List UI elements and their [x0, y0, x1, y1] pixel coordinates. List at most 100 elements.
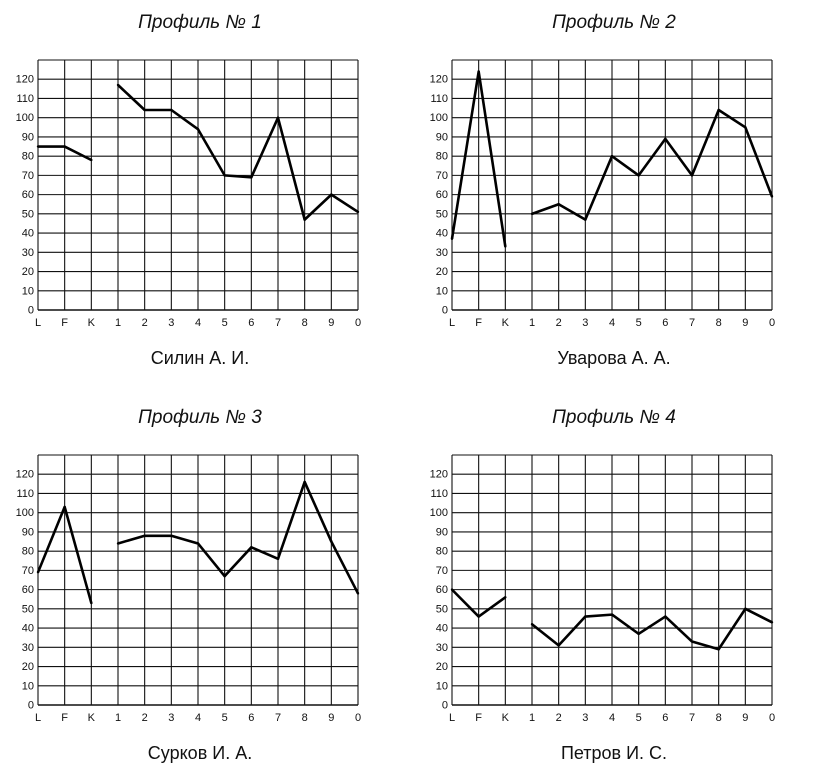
series-line — [117, 84, 359, 221]
x-tick-label: 4 — [609, 712, 615, 724]
profile-panel-3: Профиль № 3 0 10 20 30 40 50 60 70 80 90 100 110 120… — [0, 395, 400, 780]
x-tick-label: 0 — [769, 712, 775, 724]
y-tick-label: 90 — [436, 131, 448, 143]
x-tick-label: 1 — [115, 712, 121, 724]
y-tick-label: 50 — [22, 603, 34, 615]
person-name: Силин А. И. — [150, 348, 250, 368]
y-tick-label: 120 — [430, 74, 448, 86]
y-tick-label: 90 — [436, 526, 448, 538]
x-tick-label: 1 — [529, 317, 535, 329]
x-tick-label: 9 — [328, 712, 334, 724]
person-name: Сурков И. А. — [147, 743, 253, 763]
x-tick-label: F — [61, 317, 68, 329]
y-tick-label: 80 — [22, 546, 34, 558]
y-tick-label: 80 — [22, 151, 34, 163]
x-tick-label: 5 — [636, 317, 642, 329]
x-tick-label: 1 — [529, 712, 535, 724]
person-name: Уварова А. А. — [557, 348, 671, 368]
x-tick-label: 8 — [716, 317, 722, 329]
y-tick-label: 20 — [22, 266, 34, 278]
y-tick-label: 100 — [430, 112, 448, 124]
y-tick-label: 30 — [436, 642, 448, 654]
y-tick-label: 80 — [436, 546, 448, 558]
y-tick-label: 40 — [22, 228, 34, 240]
x-tick-label: K — [502, 317, 510, 329]
series-line — [531, 607, 773, 651]
x-tick-label: 8 — [302, 317, 308, 329]
x-tick-label: 7 — [275, 317, 281, 329]
x-tick-label: 0 — [769, 317, 775, 329]
y-tick-label: 110 — [16, 93, 34, 105]
x-tick-label: L — [449, 317, 455, 329]
y-tick-label: 40 — [22, 623, 34, 635]
x-tick-label: 3 — [168, 712, 174, 724]
series-line — [38, 145, 92, 162]
chart-title: Профиль № 1 — [138, 12, 262, 33]
y-tick-label: 120 — [16, 469, 34, 481]
y-tick-label: 0 — [442, 700, 448, 712]
series-line — [451, 588, 507, 618]
y-tick-label: 0 — [28, 305, 34, 317]
chart-title: Профиль № 3 — [138, 407, 262, 428]
y-tick-label: 60 — [436, 189, 448, 201]
y-tick-label: 110 — [430, 93, 448, 105]
y-tick-label: 100 — [16, 112, 34, 124]
y-tick-label: 40 — [436, 623, 448, 635]
x-tick-label: F — [475, 317, 482, 329]
y-tick-label: 30 — [22, 642, 34, 654]
y-tick-label: 60 — [22, 189, 34, 201]
chart-title: Профиль № 2 — [552, 12, 676, 33]
x-tick-label: L — [35, 317, 41, 329]
y-tick-label: 80 — [436, 151, 448, 163]
x-tick-label: 9 — [742, 317, 748, 329]
x-tick-label: 1 — [115, 317, 121, 329]
y-tick-label: 0 — [28, 700, 34, 712]
x-tick-label: 9 — [742, 712, 748, 724]
y-tick-label: 70 — [436, 565, 448, 577]
series-line — [450, 70, 507, 247]
y-tick-label: 60 — [22, 584, 34, 596]
y-tick-label: 10 — [22, 680, 34, 692]
x-tick-label: 0 — [355, 317, 361, 329]
x-tick-label: F — [475, 712, 482, 724]
series-line — [36, 505, 93, 604]
y-tick-label: 70 — [436, 170, 448, 182]
series-line — [531, 108, 774, 221]
x-tick-label: 2 — [142, 712, 148, 724]
x-tick-label: 0 — [355, 712, 361, 724]
x-tick-label: 6 — [248, 712, 254, 724]
x-tick-label: L — [449, 712, 455, 724]
x-tick-label: 5 — [636, 712, 642, 724]
x-tick-label: 6 — [662, 317, 668, 329]
chart-title: Профиль № 4 — [552, 407, 676, 428]
y-tick-label: 40 — [436, 228, 448, 240]
y-tick-label: 20 — [22, 661, 34, 673]
x-tick-label: 3 — [582, 712, 588, 724]
person-name: Петров И. С. — [560, 743, 668, 763]
y-tick-label: 60 — [436, 584, 448, 596]
profile-panel-1: Профиль № 1 0 10 20 30 40 50 60 70 80 90 100 110 120… — [0, 0, 400, 385]
y-tick-label: 90 — [22, 131, 34, 143]
x-tick-label: F — [61, 712, 68, 724]
profile-panel-2: Профиль № 2 0 10 20 30 40 50 60 70 80 90 100 110 120… — [414, 0, 814, 385]
x-tick-label: 3 — [582, 317, 588, 329]
y-tick-label: 0 — [442, 305, 448, 317]
x-tick-label: 6 — [248, 317, 254, 329]
x-tick-label: 3 — [168, 317, 174, 329]
x-tick-label: 5 — [222, 712, 228, 724]
y-tick-label: 110 — [430, 488, 448, 500]
y-tick-label: 50 — [22, 208, 34, 220]
x-tick-label: 2 — [556, 317, 562, 329]
x-tick-label: 7 — [689, 712, 695, 724]
y-tick-label: 90 — [22, 526, 34, 538]
x-tick-label: K — [88, 317, 96, 329]
y-tick-label: 100 — [430, 507, 448, 519]
series-line — [117, 480, 360, 595]
x-tick-label: 7 — [689, 317, 695, 329]
y-tick-label: 50 — [436, 208, 448, 220]
x-tick-label: 9 — [328, 317, 334, 329]
x-tick-label: 2 — [556, 712, 562, 724]
